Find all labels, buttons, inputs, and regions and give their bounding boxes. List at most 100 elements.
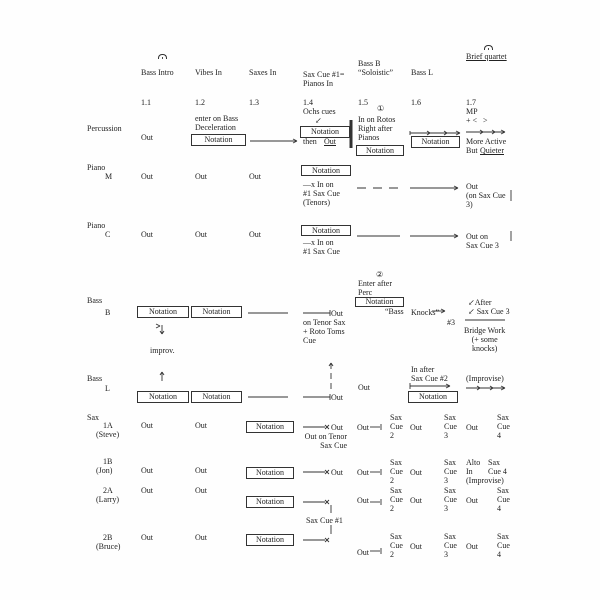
arrow-icon <box>453 187 459 191</box>
cell-note: improv. <box>150 346 175 355</box>
column-number: 1.6 <box>411 98 421 107</box>
cell-text: Out <box>141 466 153 475</box>
cell-text: Out <box>357 423 369 432</box>
cell-text: Out <box>141 172 153 181</box>
cell-note: Ochs cues ↙ <box>303 107 336 125</box>
arrow-icon <box>491 129 496 133</box>
cell-text: Out <box>249 230 261 239</box>
cell-text: Out <box>331 423 343 432</box>
sax-cue: Sax Cue 3 <box>444 532 457 559</box>
notation-box: Notation <box>246 467 294 479</box>
cell-note: —x In on #1 Sax Cue <box>303 238 340 256</box>
row-sublabel: M <box>105 172 113 181</box>
cell-text: Out <box>331 309 343 318</box>
arrow-icon <box>155 323 161 327</box>
notation-box: Notation <box>191 134 246 146</box>
arrow-icon <box>292 138 298 142</box>
cell-text: Out <box>195 466 207 475</box>
player-name: (Steve) <box>96 430 120 439</box>
player-name: (Larry) <box>96 495 120 504</box>
cue-marker: ① <box>377 104 385 113</box>
arrow-icon <box>440 310 446 314</box>
cell-note: #3 <box>447 318 455 327</box>
cell-note: ↙After ↙ Sax Cue 3 <box>468 298 510 316</box>
column-title: Bass Intro <box>141 68 174 77</box>
cell-note: Out <box>324 137 336 146</box>
player-id: 2B <box>103 533 113 542</box>
notation-box: Notation <box>300 126 350 138</box>
notation-box: Notation <box>356 145 404 156</box>
notation-box: Notation <box>246 421 294 433</box>
cell-text: Out <box>195 486 207 495</box>
arrow-icon <box>453 235 459 239</box>
cell-text: Out <box>195 421 207 430</box>
cell-text: Out <box>331 468 343 477</box>
cell-text: Out <box>466 496 478 505</box>
cell-text: Out <box>141 533 153 542</box>
arrow-icon <box>455 130 461 134</box>
player-id: 1B <box>103 457 113 466</box>
arrow-icon <box>155 325 161 329</box>
arrow-icon <box>491 131 496 135</box>
cell-note: Out (on Sax Cue 3) <box>466 182 506 209</box>
column-number: 1.2 <box>195 98 205 107</box>
notation-box: Notation <box>408 391 458 403</box>
notation-box: Notation <box>355 297 404 307</box>
fermata-icon <box>484 45 493 50</box>
cell-text: Out <box>195 172 207 181</box>
cell-note: (Improvise) <box>466 374 504 383</box>
cell-note: Out on Sax Cue 3 <box>466 232 499 250</box>
cell-text: Out <box>141 133 153 142</box>
player-name: (Jon) <box>96 466 113 475</box>
down-arrow-icon <box>159 330 163 335</box>
up-arrow-icon <box>328 362 332 367</box>
column-number: 1.1 <box>141 98 151 107</box>
arrow-icon <box>500 385 506 389</box>
x-mark-icon <box>324 537 330 543</box>
notation-box: Notation <box>137 391 189 403</box>
cell-text: Out <box>249 172 261 181</box>
column-number: 1.7 <box>466 98 476 107</box>
cell-note: But <box>466 146 478 155</box>
cell-text: Out <box>358 383 370 392</box>
cell-note: Out on Tenor Sax Cue <box>304 432 347 450</box>
row-sublabel: L <box>105 384 110 393</box>
x-mark-icon <box>324 424 330 430</box>
cell-note: on Tenor Sax + Roto Toms Cue <box>303 318 346 345</box>
cell-text: Out <box>195 533 207 542</box>
arrow-icon <box>489 387 494 391</box>
up-arrow-icon <box>161 371 165 376</box>
row-label: Sax <box>87 413 99 422</box>
column-title: Sax Cue #1= Pianos In <box>303 70 345 88</box>
row-label: Percussion <box>87 124 122 133</box>
column-number: 1.3 <box>249 98 259 107</box>
column-title: Vibes In <box>195 68 222 77</box>
notation-box: Notation <box>191 391 242 403</box>
up-arrow-icon <box>159 371 163 376</box>
row-label: Bass <box>87 374 103 383</box>
cell-text: Out <box>410 468 422 477</box>
cell-note: Enter after Perc <box>358 279 392 297</box>
column-title: Bass L <box>411 68 433 77</box>
cue-marker: ② <box>376 270 384 279</box>
sax-cue: Sax Cue 2 <box>390 532 403 559</box>
player-id: 1A <box>103 421 113 430</box>
cell-text: Out <box>141 421 153 430</box>
arrow-icon <box>455 132 461 136</box>
arrow-icon <box>500 131 506 135</box>
cell-note: Quieter <box>480 146 504 155</box>
cell-note: In on Rotos Right after Pianos <box>358 115 396 142</box>
sax-cue: Sax Cue 3 <box>444 486 457 513</box>
sax-cue: Sax Cue 4 <box>488 458 507 476</box>
sax-cue: Sax Cue 2 <box>390 486 403 513</box>
x-mark-icon <box>324 499 330 505</box>
arrow-icon <box>476 385 481 389</box>
cell-text: Out <box>141 230 153 239</box>
arrow-icon <box>489 385 494 389</box>
cell-text: Out <box>410 423 422 432</box>
arrow-icon <box>426 130 431 134</box>
notation-box: Notation <box>301 165 351 176</box>
cell-note: —x In on #1 Sax Cue (Tenors) <box>303 180 340 207</box>
dynamics: MP + < > <box>466 107 488 125</box>
sax-cue: Sax Cue 4 <box>497 413 510 440</box>
